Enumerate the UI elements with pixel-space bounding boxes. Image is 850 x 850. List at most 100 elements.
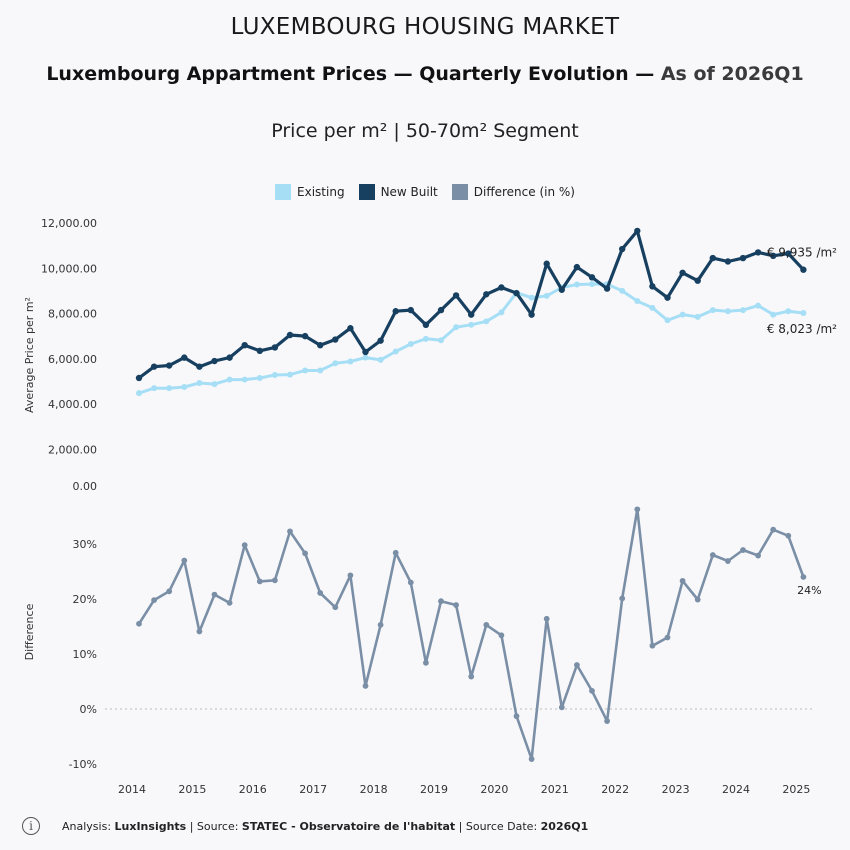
existing-point — [770, 311, 777, 318]
legend-label-difference: Difference (in %) — [473, 185, 575, 199]
x-tick-label: 2023 — [662, 783, 690, 796]
existing-point — [407, 341, 414, 348]
difference-point — [589, 687, 595, 694]
new-built-point — [528, 311, 535, 318]
new-built-point — [800, 266, 807, 273]
difference-point — [755, 552, 761, 559]
existing-point — [664, 317, 671, 324]
legend-swatch-new-built — [358, 184, 375, 200]
existing-point — [800, 309, 807, 316]
new-built-point — [362, 348, 369, 356]
footer-analysis-label: Analysis: — [62, 819, 115, 833]
new-built-point — [392, 308, 399, 315]
existing-point — [422, 335, 429, 342]
existing-point — [317, 367, 324, 374]
existing-point — [226, 376, 233, 383]
difference-point — [317, 590, 324, 596]
difference-point — [740, 547, 746, 553]
existing-point — [785, 308, 792, 315]
existing-point — [528, 294, 535, 301]
y-tick-label-top: 6,000.00 — [48, 353, 97, 366]
difference-point — [332, 604, 339, 611]
x-tick-label: 2019 — [420, 783, 448, 796]
existing-point — [151, 385, 158, 392]
difference-point — [634, 506, 641, 513]
difference-point — [407, 579, 414, 586]
difference-point — [423, 659, 429, 666]
new-built-point — [166, 362, 173, 369]
existing-point — [241, 376, 248, 383]
existing-point — [271, 372, 278, 379]
new-built-point — [649, 283, 656, 290]
new-built-point — [181, 354, 188, 361]
chart-title-main: Luxembourg Appartment Prices — Quarterly… — [46, 63, 661, 85]
difference-point — [483, 621, 490, 628]
y-axis-title-top: Average Price per m² — [23, 297, 36, 413]
difference-point — [136, 620, 142, 627]
existing-point — [589, 281, 595, 288]
new-built-point — [317, 341, 324, 349]
difference-point — [181, 557, 188, 564]
new-built-point — [770, 252, 777, 260]
existing-point — [362, 354, 369, 361]
existing-point — [136, 390, 142, 397]
new-built-point — [588, 274, 596, 281]
difference-point — [196, 628, 203, 635]
x-tick-label: 2024 — [722, 783, 750, 796]
end-label-new-built: € 9,935 /m² — [767, 245, 837, 259]
existing-point — [302, 367, 309, 374]
existing-point — [211, 381, 218, 388]
existing-point — [453, 324, 460, 331]
existing-point — [392, 348, 399, 355]
legend-item-existing[interactable]: Existing — [275, 184, 345, 200]
difference-point — [619, 595, 626, 602]
difference-point — [679, 577, 686, 584]
legend-swatch-difference — [451, 184, 468, 200]
difference-point — [377, 621, 384, 628]
difference-point — [438, 598, 444, 605]
y-tick-label-top: 12,000.00 — [41, 217, 97, 230]
legend-item-difference[interactable]: Difference (in %) — [451, 184, 575, 200]
x-tick-label: 2025 — [782, 783, 810, 796]
difference-point — [287, 528, 293, 535]
x-tick-label: 2016 — [239, 783, 267, 796]
legend-label-existing: Existing — [297, 185, 345, 199]
difference-point — [725, 558, 731, 564]
new-built-point — [664, 294, 671, 301]
x-tick-label: 2022 — [601, 783, 629, 796]
difference-point — [272, 577, 278, 584]
new-built-point — [619, 245, 626, 253]
existing-point — [347, 358, 354, 365]
new-built-point — [211, 357, 218, 365]
footer-source-label: | Source: — [186, 819, 242, 833]
difference-point — [468, 673, 475, 680]
difference-point — [800, 574, 807, 580]
existing-point — [724, 308, 731, 315]
y-tick-label-top: 4,000.00 — [48, 398, 97, 411]
footer-source-value: STATEC - Observatoire de l'habitat — [241, 819, 456, 833]
y-tick-label-bottom: -10% — [69, 758, 97, 771]
existing-point — [468, 321, 475, 328]
new-built-point — [543, 260, 550, 267]
existing-point — [287, 371, 293, 378]
new-built-point — [558, 286, 565, 293]
existing-point — [498, 309, 505, 316]
new-built-point — [407, 306, 414, 314]
new-built-point — [271, 344, 279, 351]
existing-point — [694, 313, 701, 320]
new-built-point — [332, 336, 339, 343]
y-tick-label-bottom: 30% — [73, 538, 97, 551]
new-built-point — [679, 269, 686, 276]
chart-legend: Existing New Built Difference (in %) — [0, 184, 850, 200]
existing-point — [332, 360, 339, 367]
existing-point — [181, 384, 188, 391]
x-tick-label: 2017 — [299, 783, 327, 796]
difference-point — [241, 542, 248, 548]
end-label-difference: 24% — [797, 584, 821, 597]
existing-point — [196, 379, 203, 386]
difference-point — [709, 552, 716, 558]
info-icon[interactable]: i — [22, 817, 40, 835]
difference-point — [362, 683, 369, 689]
legend-item-new-built[interactable]: New Built — [358, 184, 438, 200]
